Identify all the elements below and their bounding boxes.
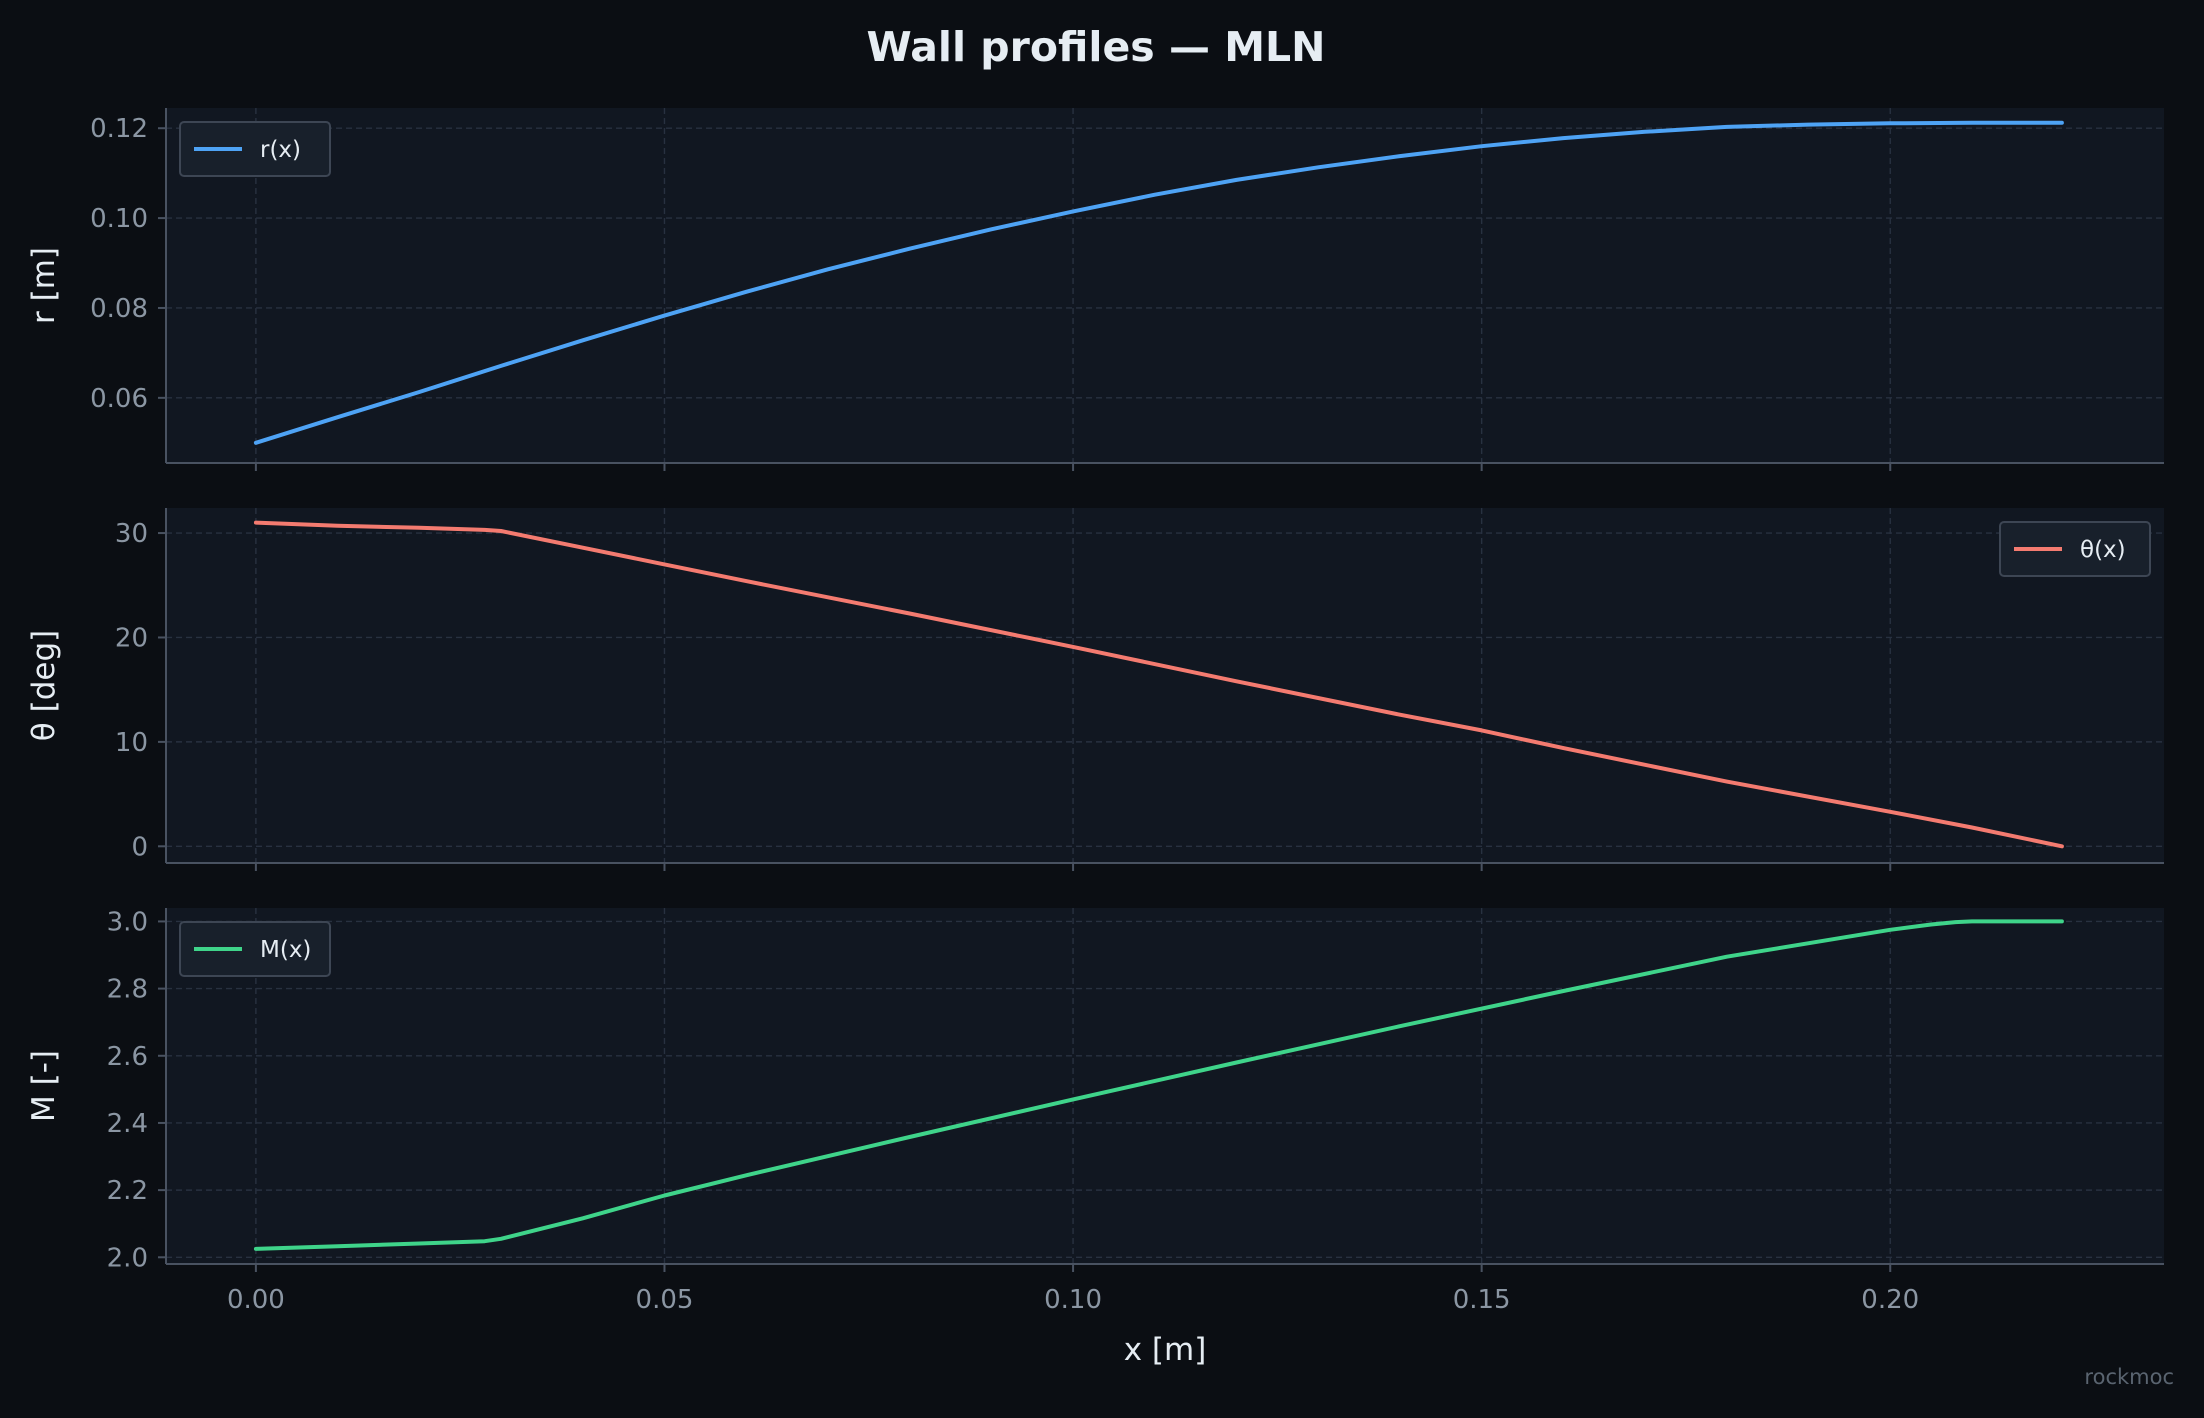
panel-1: 0.06 0.08 0.10 0.12 r [m] r(x): [26, 108, 2164, 471]
x-tick-label: 0.10: [1044, 1285, 1102, 1315]
y-tick-label: 0.06: [90, 384, 148, 414]
axes-background: [166, 908, 2164, 1264]
series-line: [253, 120, 2064, 445]
legend-box: [179, 121, 331, 177]
y-tick-label: 0: [131, 832, 148, 862]
series-line: [253, 919, 2064, 1251]
credit-watermark: rockmoc: [2084, 1365, 2174, 1389]
x-tick-label: 0.20: [1861, 1285, 1919, 1315]
y-tick-label: 20: [115, 623, 148, 653]
panel-3: 2.0 2.2 2.4 2.6 2.8 3.0 0.00 0.05 0.10 0.15 0.20 M …: [26, 907, 2164, 1368]
legend-label: r(x): [260, 137, 301, 163]
y-tick-label: 2.8: [107, 975, 148, 1005]
x-axis-label: x [m]: [1124, 1332, 1207, 1368]
x-tick-label: 0.00: [227, 1285, 285, 1315]
x-tick-label: 0.15: [1453, 1285, 1511, 1315]
legend: θ(x): [1999, 521, 2151, 577]
y-tick-label: 2.0: [107, 1243, 148, 1273]
legend-box: [1999, 521, 2151, 577]
y-tick-label: 2.2: [107, 1176, 148, 1206]
y-tick-label: 2.6: [107, 1042, 148, 1072]
legend-label: θ(x): [2080, 537, 2126, 563]
y-axis-label: r [m]: [26, 247, 62, 324]
axes-background: [166, 108, 2164, 463]
y-tick-label: 0.08: [90, 294, 148, 324]
axes-background: [166, 508, 2164, 863]
y-tick-label: 2.4: [107, 1109, 148, 1139]
y-tick-label: 3.0: [107, 907, 148, 937]
panel-2: 0 10 20 30 θ [deg] θ(x): [26, 508, 2164, 871]
legend: r(x): [179, 121, 331, 177]
series-line: [253, 520, 2064, 849]
legend: M(x): [179, 921, 331, 977]
subplots: 0.06 0.08 0.10 0.12 r [m] r(x) 0 10 20 30 θ [deg] θ…: [26, 108, 2164, 1368]
y-tick-label: 30: [115, 519, 148, 549]
y-tick-label: 10: [115, 728, 148, 758]
figure-title: Wall profiles — MLN: [867, 23, 1326, 71]
y-axis-label: θ [deg]: [26, 630, 62, 741]
legend-label: M(x): [260, 937, 311, 963]
y-tick-label: 0.10: [90, 204, 148, 234]
x-tick-label: 0.05: [636, 1285, 694, 1315]
y-tick-label: 0.12: [90, 114, 148, 144]
legend-box: [179, 921, 331, 977]
y-axis-label: M [-]: [26, 1050, 62, 1122]
